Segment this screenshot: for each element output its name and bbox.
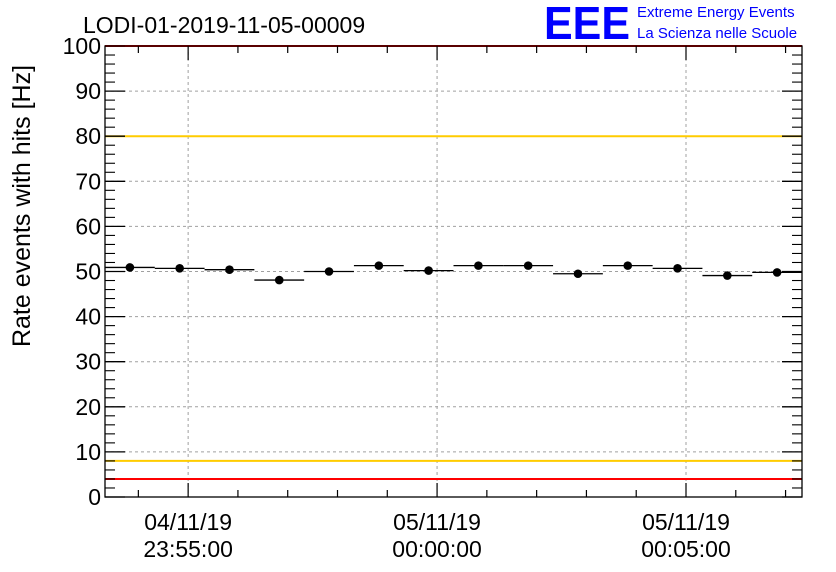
data-point (324, 267, 334, 276)
y-tick-label: 0 (88, 484, 101, 510)
eee-logo-mark: EEE (544, 0, 630, 49)
x-tick-date: 04/11/19 (144, 509, 232, 535)
y-tick-label: 50 (75, 259, 101, 285)
y-tick-labels: 0 10 20 30 40 50 60 70 80 90 100 (63, 33, 101, 510)
y-tick-label: 10 (75, 439, 101, 465)
data-point (474, 261, 483, 270)
y-tick-label: 30 (75, 349, 101, 375)
y-tick-label: 40 (75, 304, 101, 330)
data-point (274, 275, 284, 285)
data-point (573, 269, 583, 279)
y-tick-label: 80 (75, 123, 101, 149)
y-axis-label: Rate events with hits [Hz] (8, 65, 36, 347)
data-points (105, 261, 802, 285)
data-point (623, 261, 633, 270)
y-tick-label: 100 (63, 33, 101, 59)
y-tick-label: 60 (75, 213, 101, 239)
axes (105, 45, 802, 498)
x-tick-time: 23:55:00 (143, 536, 233, 562)
x-tick-time: 00:00:00 (392, 536, 482, 562)
data-point (175, 264, 184, 273)
logo-line-1: Extreme Energy Events (637, 4, 795, 21)
y-tick-label: 90 (75, 78, 101, 104)
x-tick-labels: 04/11/1923:55:0005/11/1900:00:0005/11/19… (143, 509, 730, 562)
x-tick-date: 05/11/19 (642, 509, 730, 535)
data-point (523, 261, 533, 270)
logo-line-2: La Scienza nelle Scuole (637, 25, 797, 42)
data-point (125, 263, 135, 272)
x-tick-time: 00:05:00 (641, 536, 731, 562)
data-point (225, 265, 234, 274)
y-tick-label: 70 (75, 168, 101, 194)
data-point (424, 266, 433, 275)
x-tick-date: 05/11/19 (393, 509, 481, 535)
data-point (723, 271, 732, 280)
data-point (772, 268, 782, 277)
data-point (374, 261, 384, 270)
data-point (673, 264, 682, 273)
y-tick-label: 20 (75, 394, 101, 420)
chart-title: LODI-01-2019-11-05-00009 (83, 12, 365, 38)
eee-logo: EEE Extreme Energy Events La Scienza nel… (544, 0, 797, 49)
